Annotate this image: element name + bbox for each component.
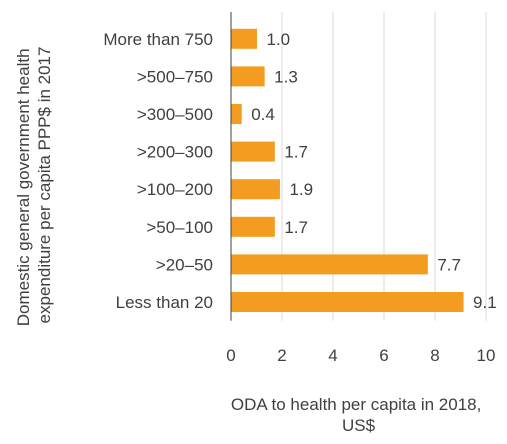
category-label: More than 750 <box>103 30 213 49</box>
bar <box>231 216 275 237</box>
gridlines <box>281 12 487 321</box>
bar <box>231 179 280 200</box>
y-axis-title: Domestic general government health expen… <box>14 44 54 327</box>
x-tick-label: 6 <box>379 346 388 365</box>
x-tick-label: 4 <box>328 346 337 365</box>
x-tick-label: 2 <box>277 346 286 365</box>
x-tick-label: 0 <box>226 346 235 365</box>
bar <box>231 104 242 124</box>
data-labels: 1.0 1.3 0.4 1.7 1.9 1.7 7.7 9.1 <box>251 30 496 312</box>
data-label: 1.3 <box>274 67 298 86</box>
category-label: >200–300 <box>137 143 213 162</box>
data-label: 7.7 <box>437 255 461 274</box>
x-axis-title-line-2: US$ <box>342 416 376 435</box>
category-label: >20–50 <box>156 255 213 274</box>
bar <box>231 292 464 312</box>
x-tick-label: 8 <box>430 346 439 365</box>
x-axis-title-line-1: ODA to health per capita in 2018, <box>231 395 481 414</box>
bars <box>231 28 464 312</box>
data-label: 1.0 <box>267 30 291 49</box>
bar <box>231 28 257 49</box>
y-axis-title-line-1: Domestic general government health <box>14 48 33 326</box>
category-label: >100–200 <box>137 180 213 199</box>
category-label: Less than 20 <box>116 293 213 312</box>
x-tick-labels: 0 2 4 6 8 10 <box>226 346 495 365</box>
bar <box>231 141 275 162</box>
x-tick-label: 10 <box>477 346 496 365</box>
category-labels: More than 750 >500–750 >300–500 >200–300 >10… <box>103 30 213 312</box>
category-label: >500–750 <box>137 67 213 86</box>
data-label: 1.7 <box>284 143 308 162</box>
bar <box>231 66 265 87</box>
data-label: 1.7 <box>284 218 308 237</box>
data-label: 9.1 <box>473 293 497 312</box>
category-label: >300–500 <box>137 105 213 124</box>
data-label: 0.4 <box>251 105 275 124</box>
bar <box>231 254 428 275</box>
y-axis-title-line-2: expenditure per capita PPP$ in 2017 <box>35 47 54 324</box>
data-label: 1.9 <box>289 180 313 199</box>
x-axis-title: ODA to health per capita in 2018, US$ <box>231 395 486 435</box>
category-label: >50–100 <box>146 218 213 237</box>
